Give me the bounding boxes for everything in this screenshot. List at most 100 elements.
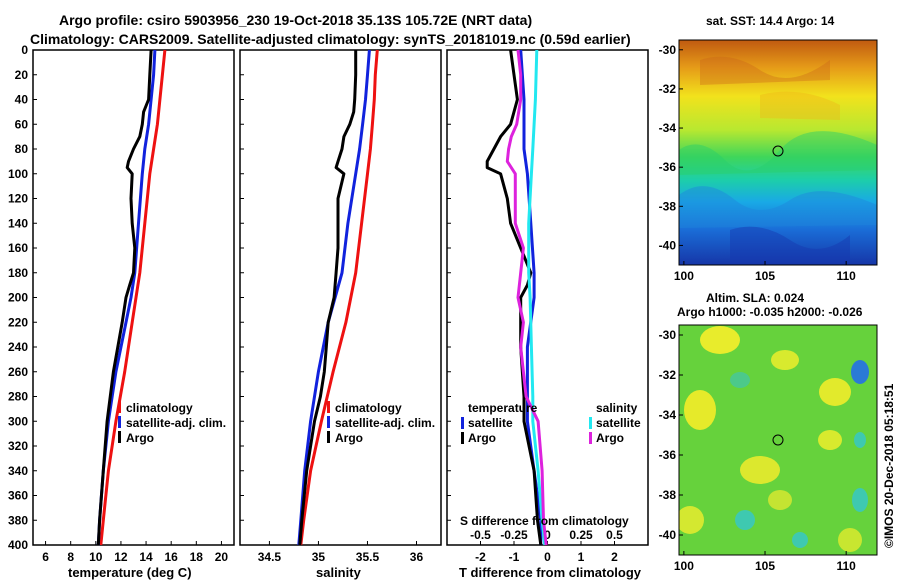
salinity-xlabel: salinity xyxy=(316,565,362,580)
temperature-series xyxy=(96,49,167,546)
series-line xyxy=(99,49,167,546)
legend-title-temperature: temperature xyxy=(468,401,538,415)
map-lat-label: -30 xyxy=(659,43,677,57)
legend-label-argo-temp: Argo xyxy=(468,431,496,445)
salinity-panel: 34.5 35 35.5 36 salinity climatology satell… xyxy=(239,49,442,580)
series-line xyxy=(505,49,548,546)
temperature-legend: climatology satellite-adj. clim. Argo xyxy=(118,401,226,445)
map-lat-label: -30 xyxy=(659,328,677,342)
depth-tick-label: 160 xyxy=(8,241,28,255)
sla-map-image xyxy=(679,325,877,555)
x-tick-label-salinity: 0.5 xyxy=(606,528,623,542)
depth-tick-label: 360 xyxy=(8,489,28,503)
map-lon-label: 100 xyxy=(674,559,694,573)
series-line xyxy=(96,49,153,546)
legend-swatch-argo xyxy=(118,431,121,443)
x-tick-label: 0 xyxy=(544,550,551,564)
sst-argo-location-marker xyxy=(772,145,784,157)
sla-map-panel: Altim. SLA: 0.024 Argo h1000: -0.035 h20… xyxy=(659,291,878,573)
map-lat-label: -40 xyxy=(659,238,677,252)
legend-swatch-climatology xyxy=(118,401,121,413)
s-difference-label: S difference from climatology xyxy=(460,514,629,528)
depth-tick-label: 40 xyxy=(15,93,29,107)
depth-tick-label: 0 xyxy=(21,43,28,57)
series-line xyxy=(299,49,379,546)
title-line-2: Climatology: CARS2009. Satellite-adjuste… xyxy=(30,31,631,47)
difference-axes-frame xyxy=(446,49,649,546)
map-lat-label: -40 xyxy=(659,528,677,542)
t-difference-xlabel: T difference from climatology xyxy=(459,565,642,580)
depth-tick-label: 400 xyxy=(8,538,28,552)
legend-swatch-climatology xyxy=(327,401,330,413)
map-lon-label: 105 xyxy=(755,559,775,573)
difference-x-axis: -2 -1 0 1 2 -0.5 -0.25 0 0.25 0.5 xyxy=(470,528,623,564)
depth-tick-label: 260 xyxy=(8,365,28,379)
difference-series xyxy=(485,49,548,546)
depth-tick-label: 60 xyxy=(15,117,29,131)
x-tick-label: 18 xyxy=(190,550,204,564)
x-tick-label: -2 xyxy=(475,550,486,564)
legend-label-satellite: satellite-adj. clim. xyxy=(126,416,226,430)
x-tick-label: 20 xyxy=(215,550,229,564)
map-lat-label: -38 xyxy=(659,488,677,502)
x-tick-label: 34.5 xyxy=(258,550,282,564)
sla-map-axes: 100 105 110 -30 -32 -34 -36 -38 -40 xyxy=(659,328,857,573)
sst-map-axes: 100 105 110 -30 -32 -34 -36 -38 -40 xyxy=(659,43,857,283)
depth-tick-label: 120 xyxy=(8,192,28,206)
sst-map-panel: sat. SST: 14.4 Argo: 14 100 105 110 -30 -32 -… xyxy=(659,14,878,283)
temperature-xlabel: temperature (deg C) xyxy=(68,565,192,580)
temperature-x-axis: 6 8 10 12 14 16 18 20 xyxy=(42,541,228,564)
x-tick-label: 16 xyxy=(165,550,179,564)
x-tick-label: 35 xyxy=(312,550,326,564)
x-tick-label: -1 xyxy=(509,550,520,564)
x-tick-label: 36 xyxy=(410,550,424,564)
map-lat-label: -34 xyxy=(659,121,677,135)
sst-map-image xyxy=(679,40,877,265)
sst-map-frame xyxy=(678,39,878,266)
series-line xyxy=(485,49,543,546)
sla-argo-location-marker xyxy=(772,434,784,446)
series-line xyxy=(298,50,358,546)
legend-label-argo: Argo xyxy=(126,431,154,445)
x-tick-label: 35.5 xyxy=(356,550,380,564)
depth-tick-label: 280 xyxy=(8,390,28,404)
x-tick-label: 8 xyxy=(67,550,74,564)
footer-credit: ©IMOS 20-Dec-2018 05:18:51 xyxy=(882,383,896,548)
legend-swatch-satellite xyxy=(118,416,121,428)
depth-tick-label: 340 xyxy=(8,464,28,478)
salinity-y-ticks xyxy=(240,49,244,546)
depth-tick-label: 140 xyxy=(8,216,28,230)
sst-map-title: sat. SST: 14.4 Argo: 14 xyxy=(706,14,835,28)
series-line xyxy=(297,49,371,546)
legend-swatch-argo-temp xyxy=(461,432,464,444)
depth-tick-label: 380 xyxy=(8,513,28,527)
sla-map-title: Altim. SLA: 0.024 xyxy=(706,291,804,305)
depth-tick-label: 320 xyxy=(8,439,28,453)
legend-title-salinity: salinity xyxy=(596,401,638,415)
depth-tick-label: 100 xyxy=(8,167,28,181)
map-lat-label: -36 xyxy=(659,448,677,462)
x-tick-label: 14 xyxy=(139,550,153,564)
legend-label-climatology: climatology xyxy=(126,401,193,415)
x-tick-label-salinity: -0.25 xyxy=(500,528,528,542)
map-lat-label: -32 xyxy=(659,368,677,382)
map-lon-label: 100 xyxy=(674,269,694,283)
sla-map-subtitle: Argo h1000: -0.035 h2000: -0.026 xyxy=(677,305,863,319)
depth-tick-label: 240 xyxy=(8,340,28,354)
temperature-panel: 0 20 40 60 80 100 120 140 160 180 200 220 240 260 280 3… xyxy=(8,43,235,580)
legend-swatch-argo-sal xyxy=(589,432,592,444)
x-tick-label-salinity: 0 xyxy=(544,528,551,542)
map-lon-label: 110 xyxy=(836,269,856,283)
x-tick-label: 2 xyxy=(611,550,618,564)
x-tick-label: 10 xyxy=(89,550,103,564)
legend-swatch-satellite xyxy=(327,416,330,428)
map-lat-label: -38 xyxy=(659,199,677,213)
x-tick-label-salinity: -0.5 xyxy=(470,528,491,542)
map-lon-label: 105 xyxy=(755,269,775,283)
depth-tick-label: 80 xyxy=(15,142,29,156)
legend-label-satellite: satellite-adj. clim. xyxy=(335,416,435,430)
map-lat-label: -36 xyxy=(659,160,677,174)
series-line xyxy=(527,49,547,546)
legend-label-climatology: climatology xyxy=(335,401,402,415)
